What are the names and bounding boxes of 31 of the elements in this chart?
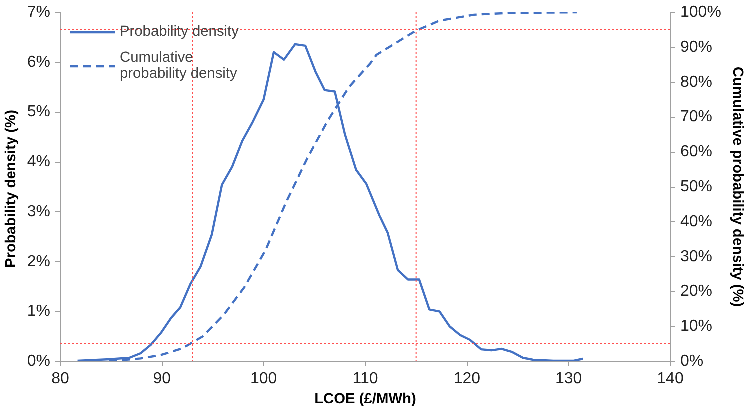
y-tick-label: 6% (27, 54, 50, 71)
y2-tick-label: 10% (680, 318, 713, 336)
y-tick-label: 7% (27, 4, 50, 21)
y-tick-label: 0% (27, 353, 50, 370)
y-tick-label: 4% (27, 154, 50, 171)
x-tick-label: 140 (657, 370, 684, 388)
x-tick-label: 90 (153, 370, 172, 388)
x-tick-label: 100 (250, 370, 278, 388)
y2-tick-label: 80% (680, 74, 713, 91)
x-tick-label: 130 (555, 370, 582, 388)
y-axis-title: Probability density (%) (3, 110, 20, 268)
legend-label: Probability density (120, 24, 239, 40)
x-tick-label: 80 (52, 370, 70, 388)
y2-tick-label: 70% (680, 108, 713, 126)
y2-tick-label: 100% (680, 4, 722, 21)
legend-label: Cumulative probability density (120, 50, 238, 82)
y-tick-label: 3% (27, 203, 50, 220)
y2-tick-label: 20% (680, 283, 713, 300)
y2-tick-label: 0% (680, 353, 704, 370)
y2-tick-label: 60% (680, 144, 713, 161)
y2-tick-label: 30% (680, 248, 713, 266)
y2-axis-title: Cumulative probability density (%) (729, 66, 746, 308)
x-tick-label: 110 (352, 370, 378, 388)
x-axis-title: LCOE (£/MWh) (314, 392, 416, 408)
x-tick-label: 120 (454, 370, 481, 388)
y2-tick-label: 90% (680, 38, 713, 56)
y-tick-label: 1% (27, 303, 50, 320)
y2-tick-label: 50% (680, 178, 713, 196)
y-tick-label: 5% (27, 104, 50, 121)
y2-tick-label: 40% (680, 213, 713, 230)
y-tick-label: 2% (27, 253, 50, 270)
